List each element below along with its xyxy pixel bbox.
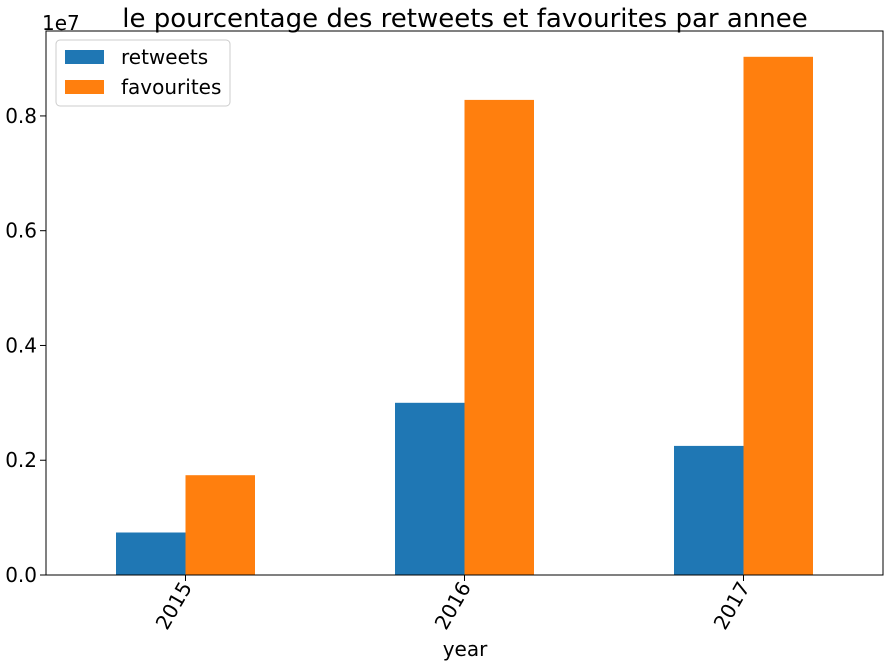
x-tick-label: 2016 bbox=[430, 578, 476, 634]
bar-retweets-2017 bbox=[674, 445, 744, 575]
chart-title: le pourcentage des retweets et favourite… bbox=[122, 4, 808, 34]
bar-favourites-2016 bbox=[464, 99, 534, 576]
y-axis: 0.0 0.2 0.4 0.6 0.8 bbox=[5, 104, 46, 587]
legend-swatch-favourites bbox=[65, 80, 104, 94]
legend-swatch-retweets bbox=[65, 50, 104, 64]
legend: retweets favourites bbox=[55, 39, 231, 107]
y-tick-label: 0.6 bbox=[5, 219, 37, 243]
bar-retweets-2015 bbox=[116, 532, 186, 575]
bar-favourites-2017 bbox=[743, 56, 813, 576]
y-tick-label: 0.0 bbox=[5, 563, 37, 587]
bars-layer bbox=[116, 56, 813, 576]
x-axis: 2015 2016 2017 bbox=[151, 575, 755, 634]
x-tick-label: 2015 bbox=[151, 578, 197, 634]
bar-retweets-2016 bbox=[395, 402, 465, 575]
legend-label-favourites: favourites bbox=[121, 75, 221, 99]
y-tick-label: 0.2 bbox=[5, 448, 37, 472]
x-tick-label: 2017 bbox=[709, 578, 755, 634]
y-tick-label: 0.8 bbox=[5, 104, 37, 128]
legend-label-retweets: retweets bbox=[121, 45, 208, 69]
bar-favourites-2015 bbox=[185, 475, 255, 575]
x-axis-label: year bbox=[443, 637, 488, 661]
y-tick-label: 0.4 bbox=[5, 333, 37, 357]
